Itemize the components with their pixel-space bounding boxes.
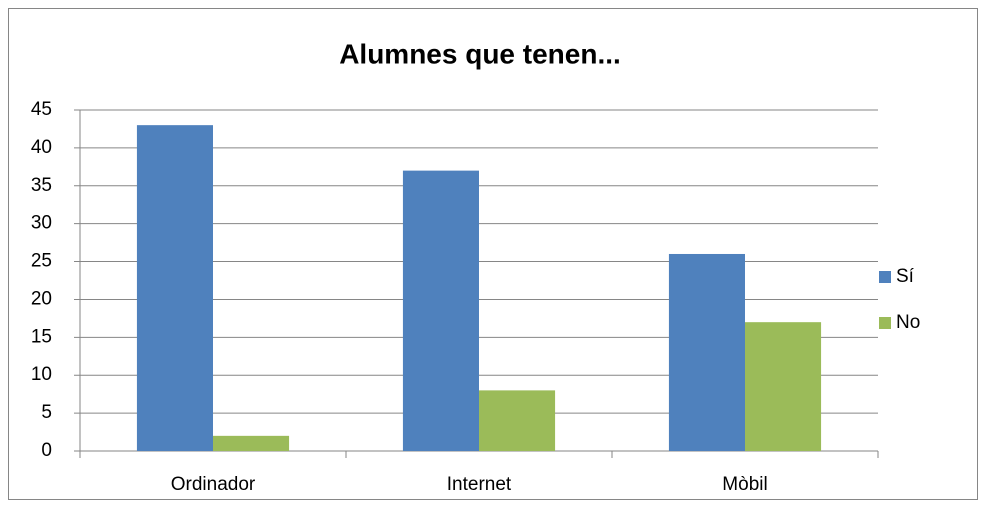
y-tick-label: 40 (31, 137, 52, 158)
x-tick-label: Internet (447, 474, 512, 495)
bar (213, 435, 290, 451)
bar (402, 170, 479, 451)
y-tick-label: 45 (31, 99, 52, 120)
y-tick-label: 35 (31, 175, 52, 196)
y-tick-label: 30 (31, 213, 52, 234)
bar (745, 322, 822, 451)
x-tick-label: Mòbil (722, 474, 767, 495)
legend-label: Sí (896, 266, 915, 287)
legend-swatch (879, 317, 891, 329)
chart-title: Alumnes que tenen... (339, 38, 621, 69)
bar (136, 125, 213, 452)
legend-swatch (879, 271, 891, 283)
y-tick-label: 5 (41, 402, 52, 423)
y-tick-label: 20 (31, 288, 52, 309)
y-tick-label: 15 (31, 326, 52, 347)
y-tick-label: 0 (41, 440, 52, 461)
bar (479, 390, 556, 451)
x-tick-label: Ordinador (171, 474, 256, 495)
y-tick-label: 25 (31, 251, 52, 272)
legend-label: No (896, 312, 920, 333)
bar (668, 253, 745, 451)
y-tick-label: 10 (31, 364, 52, 385)
